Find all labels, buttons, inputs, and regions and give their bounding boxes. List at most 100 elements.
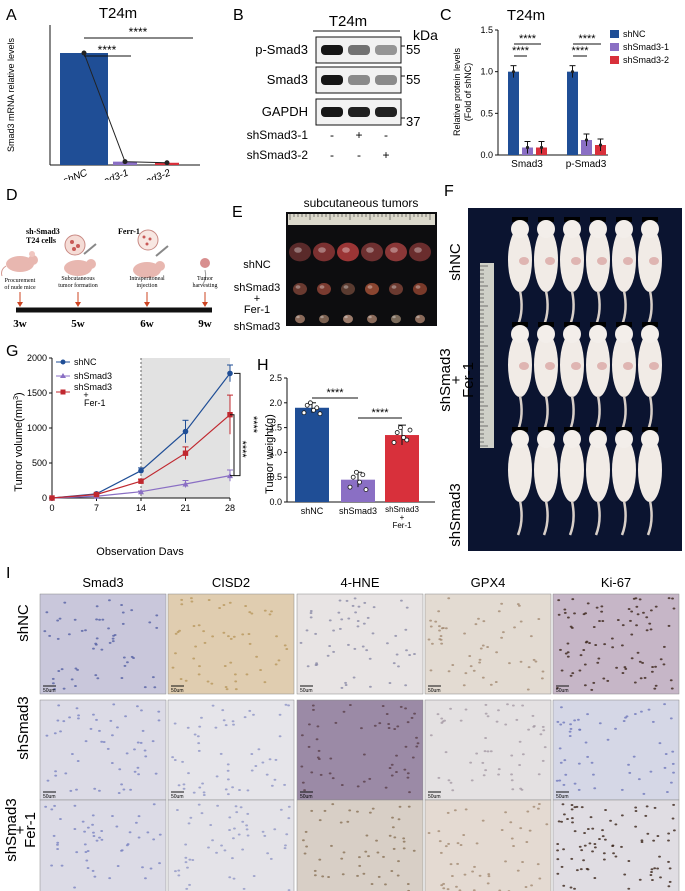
bar [508,71,519,155]
cell-nucleus [667,885,671,888]
cell-nucleus [591,850,594,853]
cell-nucleus [405,649,408,652]
cell-nucleus [270,784,274,787]
cell-nucleus [54,774,58,777]
cell-nucleus [541,759,545,762]
cell-nucleus [624,716,627,719]
cell-nucleus [591,827,595,830]
cell-nucleus [530,884,533,887]
cell-nucleus [214,726,218,729]
cell-nucleus [224,685,228,688]
cell-nucleus [662,663,666,666]
cell-nucleus [569,727,573,730]
cell-nucleus [225,688,229,691]
cell-nucleus [285,833,289,836]
cell-nucleus [595,606,599,609]
cell-nucleus [231,857,234,860]
cell-nucleus [192,624,196,627]
cell-nucleus [562,783,566,786]
cell-nucleus [478,658,482,661]
cell-nucleus [640,710,643,713]
cell-nucleus [566,642,570,645]
cell-nucleus [569,886,573,889]
data-point [401,435,407,440]
mouse-icon [64,243,97,276]
cell-nucleus [395,653,399,656]
cell-nucleus [263,681,267,684]
cell-nucleus [130,655,134,658]
cell-nucleus [497,709,500,712]
panel-letter-g: G [6,343,18,360]
cell-nucleus [153,686,157,689]
cell-nucleus [442,887,446,890]
cell-nucleus [669,781,673,784]
cell-nucleus [606,738,610,741]
cell-nucleus [537,773,541,776]
panel-f: F shNC shSmad3 + Fer-1 shSmad3 [440,183,682,551]
cell-nucleus [314,632,318,635]
cell-nucleus [510,837,514,840]
cell-nucleus [411,756,415,759]
sig-label: **** [247,416,259,434]
cell-nucleus [526,688,530,691]
cell-nucleus [191,858,195,861]
cell-nucleus [671,597,674,600]
data-point [182,428,189,435]
cell-nucleus [558,747,562,750]
cell-nucleus [559,723,563,726]
legend-label: shNC [623,29,646,39]
mouse-body [508,438,532,502]
mouse-head [641,220,659,238]
cell-nucleus [571,821,574,824]
cell-nucleus [70,678,74,681]
data-point [350,474,356,480]
ear-tag [512,217,528,222]
cell-nucleus [340,783,344,786]
cell-nucleus [344,681,347,684]
data-point [308,400,313,406]
cell-nucleus [386,642,389,645]
cell-nucleus [519,827,523,830]
cell-nucleus [634,806,638,809]
cell-nucleus [62,720,66,723]
cell-nucleus [427,638,431,641]
condition-sign: - [384,128,388,142]
cell-nucleus [241,633,245,636]
cell-nucleus [584,741,588,744]
cell-nucleus [643,676,647,679]
cell-nucleus [579,868,583,871]
data-point [138,467,144,474]
cell-nucleus [582,859,585,862]
cell-nucleus [368,657,372,660]
cell-nucleus [446,811,450,814]
y-tick-label: 1.0 [480,67,493,77]
cell-nucleus [446,888,450,891]
tumor-sample [343,314,353,324]
cell-nucleus [224,788,228,791]
cell-nucleus [151,740,155,743]
cell-nucleus [348,704,352,707]
cell-nucleus [560,669,564,672]
y-tick-label: 1000 [27,423,47,433]
cell-nucleus [202,630,206,633]
cell-nucleus [634,597,638,600]
step-label: Tumor [197,276,213,282]
column-header: CISD2 [212,575,250,590]
tumor-highlight [344,315,348,319]
cell-nucleus [273,778,277,781]
cell-nucleus [310,809,314,812]
cell-nucleus [486,645,490,648]
panel-e-row-shnc: shNC [243,259,271,271]
cell-nucleus [598,837,601,840]
cell-nucleus [609,819,612,822]
cell-nucleus [658,742,662,745]
cell-nucleus [120,604,123,607]
cell-nucleus [394,634,398,637]
cell-nucleus [592,625,596,628]
cell-nucleus [560,706,563,709]
tumor-highlight [296,315,300,319]
cell-nucleus [211,839,214,842]
cell-nucleus [560,820,564,823]
cell-nucleus [116,865,120,868]
cell-nucleus [338,627,342,630]
